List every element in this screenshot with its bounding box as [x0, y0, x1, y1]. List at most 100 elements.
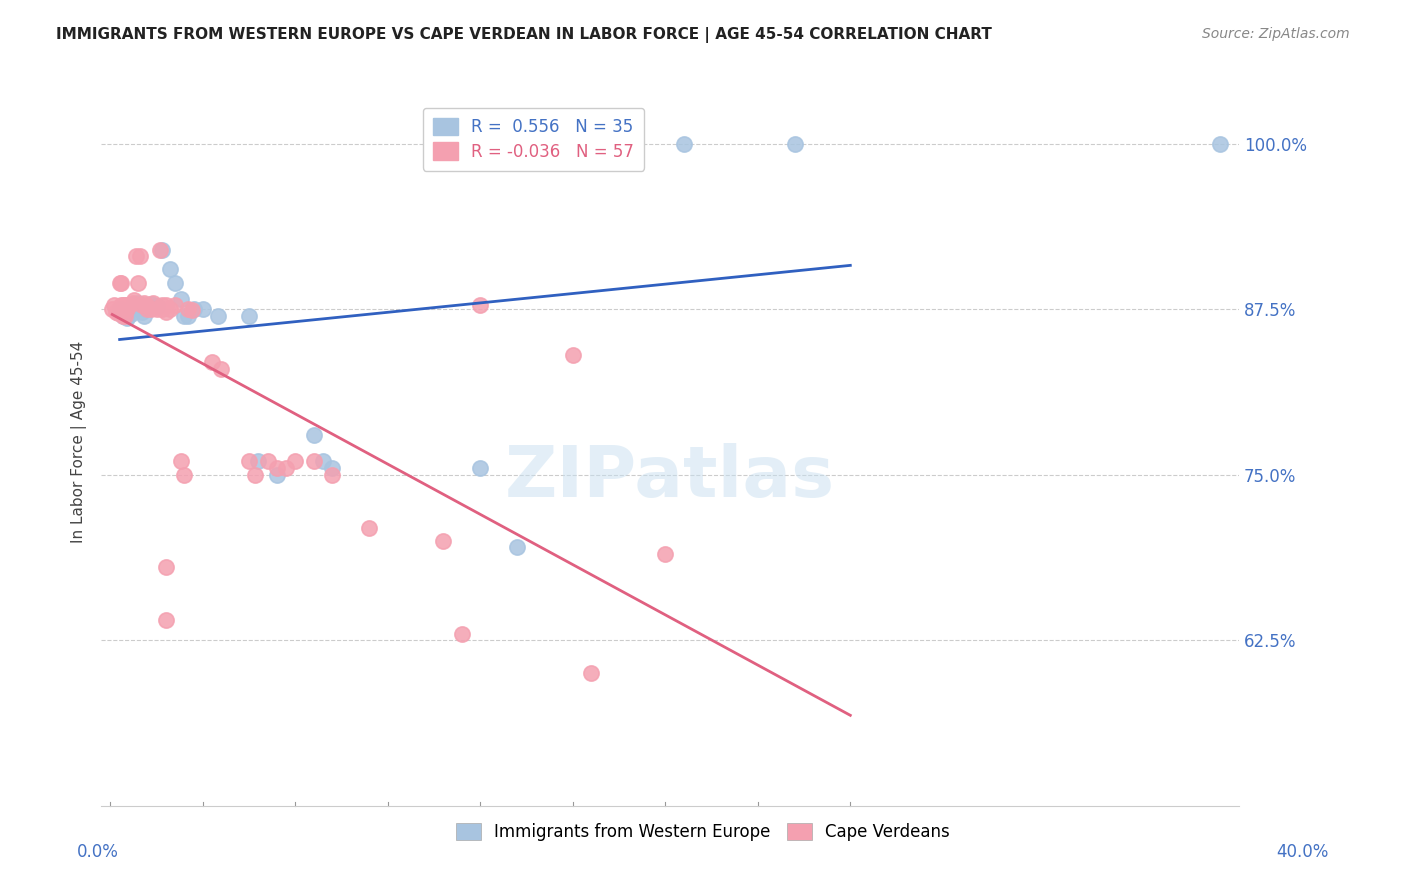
Point	[1209, 136, 1232, 151]
Point	[165, 298, 187, 312]
Point	[450, 626, 472, 640]
Point	[108, 301, 131, 315]
Point	[142, 295, 165, 310]
Point	[121, 295, 143, 310]
Point	[672, 136, 695, 151]
Point	[139, 302, 162, 317]
Point	[274, 461, 297, 475]
Text: 0.0%: 0.0%	[77, 843, 120, 861]
Point	[132, 295, 155, 310]
Point	[150, 298, 173, 312]
Point	[118, 298, 141, 312]
Point	[131, 305, 153, 319]
Point	[191, 302, 214, 317]
Point	[115, 298, 138, 312]
Point	[124, 301, 146, 315]
Point	[108, 276, 131, 290]
Point	[180, 303, 202, 318]
Point	[103, 298, 125, 312]
Text: Source: ZipAtlas.com: Source: ZipAtlas.com	[1202, 27, 1350, 41]
Point	[139, 297, 162, 311]
Point	[124, 293, 146, 307]
Point	[125, 249, 148, 263]
Point	[170, 292, 193, 306]
Point	[145, 300, 167, 314]
Point	[359, 520, 381, 534]
Text: ZIPatlas: ZIPatlas	[505, 443, 835, 512]
Point	[127, 295, 149, 310]
Point	[104, 305, 127, 319]
Point	[173, 309, 195, 323]
Point	[118, 302, 141, 317]
Point	[266, 467, 288, 482]
Point	[432, 533, 454, 548]
Point	[302, 428, 325, 442]
Point	[506, 541, 529, 555]
Point	[321, 467, 343, 482]
Point	[110, 298, 132, 312]
Point	[101, 302, 124, 317]
Point	[155, 305, 177, 319]
Text: 40.0%: 40.0%	[1277, 843, 1329, 861]
Point	[238, 309, 260, 323]
Point	[155, 613, 177, 627]
Point	[247, 454, 270, 468]
Point	[135, 298, 157, 312]
Point	[654, 547, 676, 561]
Point	[302, 454, 325, 468]
Point	[129, 249, 152, 263]
Point	[470, 461, 492, 475]
Legend: Immigrants from Western Europe, Cape Verdeans: Immigrants from Western Europe, Cape Ver…	[449, 816, 957, 848]
Point	[170, 454, 193, 468]
Point	[266, 461, 288, 475]
Point	[131, 298, 153, 312]
Point	[470, 298, 492, 312]
Point	[177, 309, 200, 323]
Point	[155, 560, 177, 574]
Point	[207, 309, 229, 323]
Point	[312, 454, 335, 468]
Point	[136, 301, 159, 315]
Point	[127, 276, 149, 290]
Point	[284, 454, 307, 468]
Point	[136, 302, 159, 317]
Point	[110, 276, 132, 290]
Point	[159, 302, 181, 317]
Point	[150, 243, 173, 257]
Point	[256, 454, 278, 468]
Point	[108, 302, 131, 317]
Point	[112, 298, 135, 312]
Point	[238, 454, 260, 468]
Point	[165, 276, 187, 290]
Point	[121, 298, 143, 312]
Point	[581, 666, 603, 681]
Point	[107, 306, 129, 320]
Point	[114, 309, 136, 323]
Point	[114, 306, 136, 320]
Point	[183, 302, 205, 317]
Point	[173, 467, 195, 482]
Point	[201, 355, 224, 369]
Point	[177, 302, 200, 317]
Point	[783, 136, 806, 151]
Point	[112, 309, 135, 323]
Point	[145, 302, 167, 317]
Point	[209, 361, 232, 376]
Point	[129, 301, 152, 315]
Point	[114, 298, 136, 312]
Point	[115, 311, 138, 326]
Point	[561, 349, 583, 363]
Text: IMMIGRANTS FROM WESTERN EUROPE VS CAPE VERDEAN IN LABOR FORCE | AGE 45-54 CORREL: IMMIGRANTS FROM WESTERN EUROPE VS CAPE V…	[56, 27, 993, 43]
Point	[112, 309, 135, 323]
Point	[149, 243, 172, 257]
Point	[132, 309, 155, 323]
Point	[243, 467, 266, 482]
Y-axis label: In Labor Force | Age 45-54: In Labor Force | Age 45-54	[72, 341, 87, 542]
Point	[321, 461, 343, 475]
Point	[155, 298, 177, 312]
Point	[120, 308, 142, 322]
Point	[159, 262, 181, 277]
Point	[150, 302, 173, 317]
Point	[115, 302, 138, 317]
Legend: R =  0.556   N = 35, R = -0.036   N = 57: R = 0.556 N = 35, R = -0.036 N = 57	[423, 108, 644, 170]
